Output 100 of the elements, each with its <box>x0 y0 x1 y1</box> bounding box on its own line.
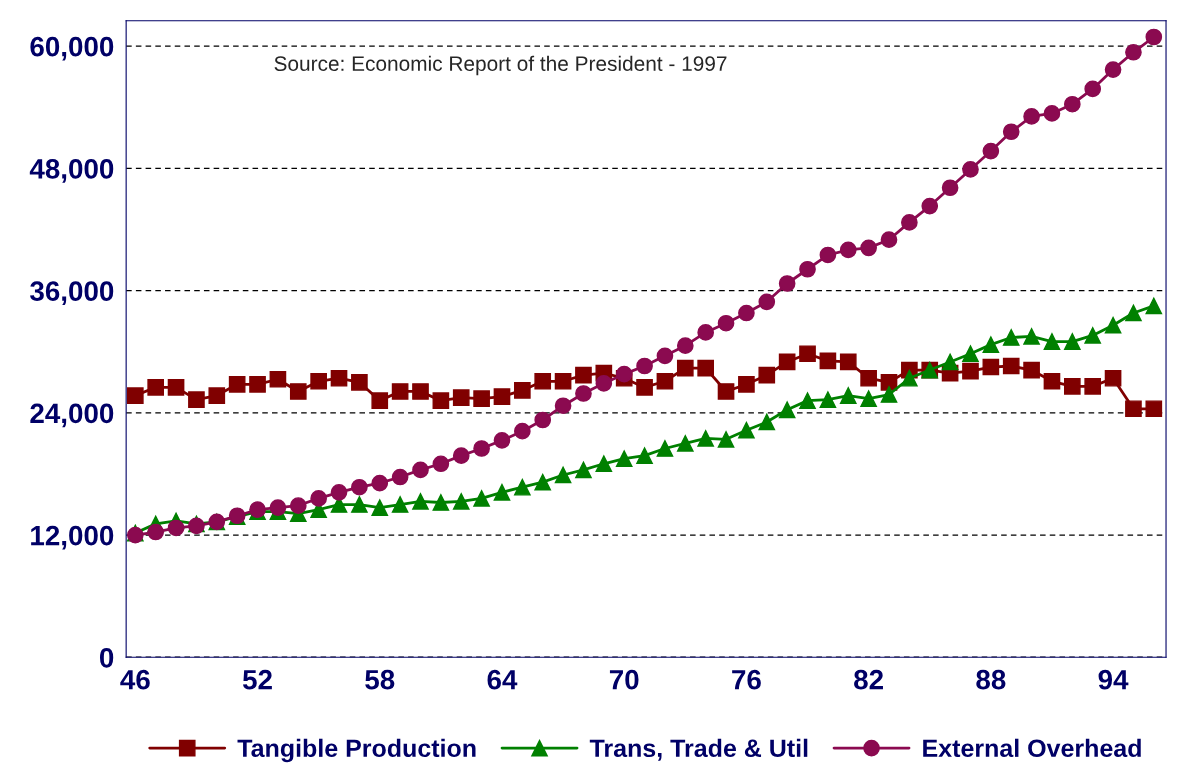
point <box>575 385 592 402</box>
point <box>1084 327 1102 344</box>
point <box>452 389 470 406</box>
point <box>351 373 368 391</box>
point <box>371 474 389 492</box>
point <box>860 239 877 257</box>
point <box>962 345 979 363</box>
point <box>412 493 429 510</box>
point <box>371 392 389 409</box>
point <box>962 161 979 178</box>
point <box>493 483 511 501</box>
point <box>412 461 429 479</box>
x-tick-label: 52 <box>242 669 272 690</box>
legend-label: Tangible Production <box>237 738 476 763</box>
point <box>391 383 409 400</box>
point <box>738 376 755 393</box>
point <box>1043 333 1061 350</box>
point <box>799 345 816 363</box>
point <box>636 357 653 375</box>
x-tick-label: 88 <box>976 669 1006 690</box>
point <box>636 379 653 396</box>
point <box>595 455 613 473</box>
legend-label: External Overhead <box>923 738 1141 758</box>
point <box>391 496 409 513</box>
point <box>534 473 552 491</box>
point <box>1145 28 1163 46</box>
point <box>452 447 470 464</box>
point <box>289 383 307 400</box>
point <box>351 478 368 496</box>
point <box>473 390 490 407</box>
point <box>493 388 511 405</box>
point <box>839 241 857 259</box>
point <box>167 519 185 537</box>
point <box>575 366 592 384</box>
point <box>126 387 144 404</box>
point <box>941 353 959 371</box>
point <box>615 450 633 468</box>
point <box>1023 328 1040 345</box>
point <box>1084 378 1102 395</box>
point <box>615 365 633 383</box>
point <box>839 387 857 404</box>
point <box>1023 108 1040 125</box>
point <box>1002 357 1020 375</box>
point <box>656 347 674 365</box>
point <box>371 499 389 516</box>
y-tick-label: 36,000 <box>30 281 114 305</box>
x-tick-label: 70 <box>609 669 639 690</box>
y-tick-label: 12,000 <box>31 525 114 550</box>
point <box>1063 378 1081 395</box>
point <box>412 383 429 400</box>
y-tick-label: 60,000 <box>30 36 114 61</box>
point <box>717 314 735 332</box>
point <box>1002 123 1020 141</box>
point <box>839 353 857 371</box>
point <box>1125 400 1142 418</box>
point <box>351 496 368 513</box>
point <box>1043 105 1061 122</box>
point <box>167 379 185 396</box>
point <box>1104 316 1122 334</box>
point <box>473 440 490 457</box>
point <box>432 494 450 511</box>
point <box>514 422 531 440</box>
y-tick-label: 0 <box>100 647 114 668</box>
point <box>1145 400 1163 418</box>
point <box>289 497 307 514</box>
point <box>697 359 715 377</box>
x-tick-label: 46 <box>120 669 150 690</box>
point <box>819 391 837 408</box>
point <box>982 336 1000 353</box>
point <box>758 293 776 311</box>
point <box>1104 369 1122 387</box>
point <box>554 397 572 415</box>
point <box>1002 329 1020 346</box>
point <box>982 358 1000 376</box>
point <box>1023 361 1040 379</box>
point <box>676 435 694 452</box>
x-tick-label: 82 <box>854 669 883 690</box>
point <box>819 352 837 370</box>
x-tick-label: 64 <box>487 669 518 690</box>
point <box>534 411 552 429</box>
point <box>493 432 511 449</box>
point <box>860 369 877 387</box>
point <box>921 197 939 215</box>
point <box>717 383 735 400</box>
x-tick-label: 76 <box>732 669 761 690</box>
point <box>799 260 816 278</box>
point <box>1125 43 1142 61</box>
point <box>941 179 959 197</box>
point <box>432 455 450 473</box>
point <box>819 246 837 264</box>
point <box>778 353 796 371</box>
point <box>310 490 327 507</box>
point <box>391 468 409 486</box>
point <box>1145 297 1163 315</box>
legend-label: Trans, Trade & Util <box>589 738 808 761</box>
point <box>1104 61 1122 78</box>
y-tick-label: 48,000 <box>29 159 114 183</box>
point <box>575 461 592 479</box>
point <box>880 231 898 249</box>
point <box>330 483 348 501</box>
